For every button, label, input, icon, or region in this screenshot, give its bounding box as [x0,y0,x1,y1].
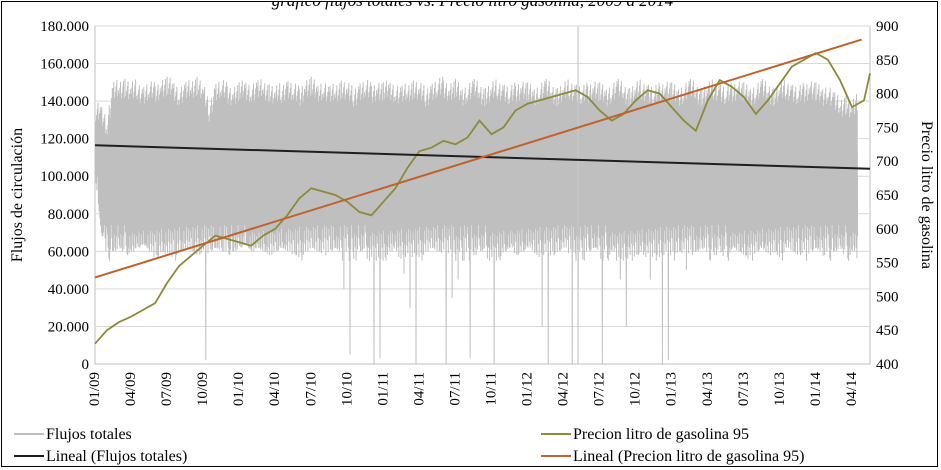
y-right-tick-label: 900 [876,19,899,35]
y-right-tick-label: 650 [876,188,899,204]
y-left-tick-label: 60.000 [48,244,89,260]
x-tick-label: 07/12 [592,372,608,406]
legend-entry: Lineal (Flujos totales) [46,448,187,465]
legend-entry: Lineal (Precion litro de gasolina 95) [573,448,804,465]
x-tick-label: 10/11 [484,372,500,406]
x-tick-label: 04/13 [700,372,716,406]
legend-entry: Precion litro de gasolina 95 [573,426,749,443]
x-tick-label: 04/09 [123,372,139,406]
y-left-tick-label: 100.000 [40,169,89,185]
x-tick-label: 01/12 [520,372,536,406]
y-right-tick-label: 450 [876,323,899,339]
x-tick-label: 01/09 [87,372,103,406]
x-tick-label: 01/14 [808,372,824,407]
chart-caption: gráfico flujos totales vs. Precio litro … [2,2,937,11]
legend-entry: Flujos totales [46,426,132,443]
x-tick-label: 07/13 [736,372,752,406]
x-tick-label: 01/10 [231,372,247,406]
trendline-gasolina [94,38,862,279]
x-tick-label: 04/10 [267,372,283,406]
x-tick-label: 04/11 [411,372,427,406]
series-precio-gasolina [94,51,871,345]
y-right-tick-label: 850 [876,53,899,69]
x-tick-label: 07/11 [448,372,464,406]
y-right-tick-label: 600 [876,222,899,238]
y-left-tick-label: 40.000 [48,282,89,298]
x-tick-label: 07/09 [159,372,175,406]
x-tick-label: 10/09 [195,372,211,406]
y-left-tick-label: 0 [82,357,90,373]
x-tick-label: 04/14 [844,372,860,407]
y-left-tick-label: 80.000 [48,207,89,223]
x-tick-label: 10/12 [628,372,644,406]
x-tick-label: 01/13 [664,372,680,406]
x-tick-label: 04/12 [556,372,572,406]
series-flujos-totales [94,76,859,365]
x-tick-label: 10/10 [339,372,355,406]
y-right-axis-title: Precio litro de gasolina [918,121,935,269]
x-tick-label: 07/10 [303,372,319,406]
y-right-tick-label: 800 [876,87,899,103]
y-right-tick-label: 550 [876,256,899,272]
y-right-tick-label: 400 [876,357,899,373]
y-right-tick-label: 750 [876,120,899,136]
y-left-tick-label: 140.000 [40,94,89,110]
y-left-tick-label: 160.000 [40,57,89,73]
y-right-tick-label: 700 [876,154,899,170]
x-tick-label: 01/11 [375,372,391,406]
y-left-tick-label: 180.000 [40,19,89,35]
y-left-axis-title: Flujos de circulación [9,128,26,262]
y-left-tick-label: 20.000 [48,319,89,335]
x-tick-label: 10/13 [772,372,788,406]
y-left-tick-label: 120.000 [40,132,89,148]
y-right-tick-label: 500 [876,289,899,305]
